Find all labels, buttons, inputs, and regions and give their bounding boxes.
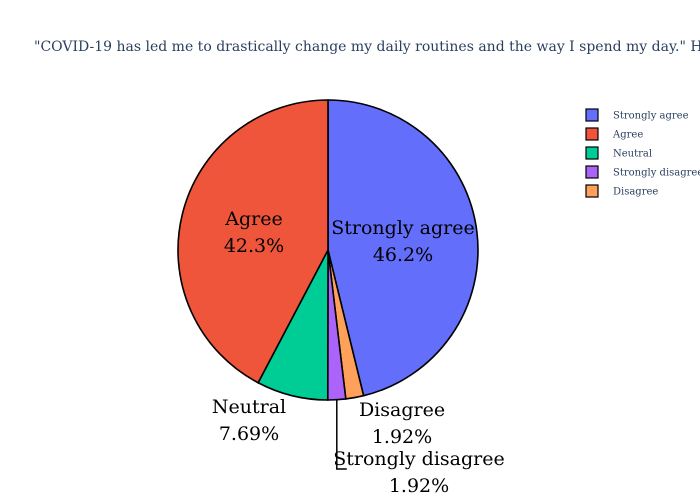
legend-swatch — [585, 127, 599, 141]
slice-label-percent: 42.3% — [224, 235, 284, 257]
legend: Strongly agree Agree Neutral Strongly disag… — [585, 108, 700, 198]
slice-label-disagree: Disagree 1.92% — [359, 399, 445, 448]
slice-label-strongly-disagree: Strongly disagree 1.92% — [333, 448, 504, 497]
legend-swatch — [585, 165, 599, 179]
leader-line-strongly-disagree — [336, 399, 347, 470]
legend-swatch — [585, 184, 599, 198]
slice-label-name: Strongly disagree — [333, 448, 504, 470]
legend-item-neutral[interactable]: Neutral — [585, 146, 652, 160]
chart-title: "COVID-19 has led me to drastically chan… — [34, 39, 700, 55]
legend-item-disagree[interactable]: Disagree — [585, 184, 658, 198]
legend-label: Agree — [612, 130, 643, 141]
slice-label-name: Disagree — [359, 399, 445, 421]
slice-label-name: Neutral — [212, 396, 286, 418]
slice-label-percent: 46.2% — [373, 244, 433, 266]
slice-label-percent: 1.92% — [389, 475, 449, 497]
slice-labels: Strongly agree46.2%Disagree1.92%Strongly… — [212, 208, 505, 497]
legend-label: Neutral — [613, 149, 652, 160]
legend-item-strongly-agree[interactable]: Strongly agree — [585, 108, 689, 122]
slice-label-name: Strongly agree — [331, 217, 474, 239]
pie-slices — [177, 99, 479, 401]
slice-label-neutral: Neutral 7.69% — [212, 396, 286, 445]
legend-item-agree[interactable]: Agree — [585, 127, 643, 141]
legend-label: Disagree — [613, 187, 658, 198]
pie-slice-agree — [177, 99, 329, 384]
legend-swatch — [585, 146, 599, 160]
legend-label: Strongly disagree — [613, 168, 700, 179]
slice-label-name: Agree — [224, 208, 282, 230]
slice-label-percent: 1.92% — [372, 426, 432, 448]
slice-label-agree: Agree 42.3% — [224, 208, 284, 257]
legend-label: Strongly agree — [613, 111, 689, 122]
legend-item-strongly-disagree[interactable]: Strongly disagree — [585, 165, 700, 179]
pie-slice-strongly-agree — [327, 99, 479, 397]
legend-swatch — [585, 108, 599, 122]
slice-label-percent: 7.69% — [219, 423, 279, 445]
slice-label-strongly-agree: Strongly agree 46.2% — [331, 217, 474, 266]
